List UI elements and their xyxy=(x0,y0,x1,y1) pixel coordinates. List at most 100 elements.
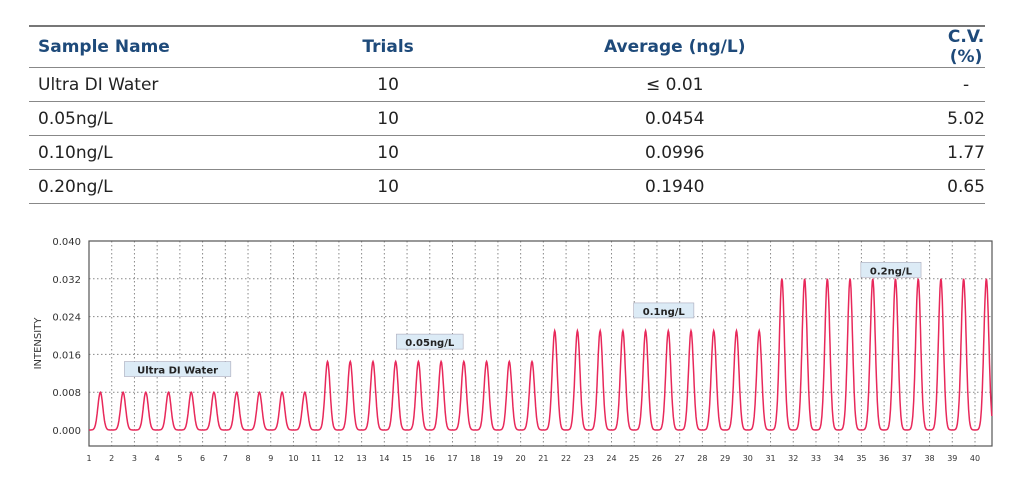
annotation-text: 0.05ng/L xyxy=(405,338,455,349)
x-tick-label: 30 xyxy=(743,454,753,463)
annotation-box xyxy=(633,302,695,319)
x-tick-label: 27 xyxy=(675,454,685,463)
x-tick-label: 15 xyxy=(402,454,412,463)
x-tick-label: 29 xyxy=(720,454,730,463)
x-tick-label: 16 xyxy=(425,454,435,463)
y-tick-label: 0.000 xyxy=(52,426,81,437)
header-trials: Trials xyxy=(323,26,453,68)
x-tick-label: 37 xyxy=(902,454,912,463)
cell-sample-name: 0.10ng/L xyxy=(29,135,324,170)
peak-0-2ng-l xyxy=(770,278,794,431)
x-tick-label: 18 xyxy=(470,454,480,463)
x-tick-label: 25 xyxy=(629,454,639,463)
cell-cv: 1.77 xyxy=(847,135,985,170)
x-tick-label: 33 xyxy=(811,454,821,463)
cell-cv: 5.02 xyxy=(847,101,985,136)
cell-average: 0.0996 xyxy=(452,135,848,170)
cell-cv: 0.65 xyxy=(847,169,985,204)
x-tick-label: 40 xyxy=(970,454,980,463)
peak-ultra-di-water xyxy=(157,390,180,431)
x-tick-label: 8 xyxy=(245,454,250,463)
peak-0-1ng-l xyxy=(702,328,726,431)
x-tick-label: 14 xyxy=(379,454,389,463)
cell-trials: 10 xyxy=(323,135,453,170)
x-tick-label: 17 xyxy=(447,454,457,463)
y-axis-label: INTENSITY xyxy=(33,317,44,370)
x-tick-label: 26 xyxy=(652,454,662,463)
header-average: Average (ng/L) xyxy=(452,26,848,68)
peak-0-05ng-l xyxy=(407,359,430,431)
peak-0-2ng-l xyxy=(838,278,862,431)
peak-0-1ng-l xyxy=(588,328,612,431)
peak-0-1ng-l xyxy=(566,328,589,431)
peak-0-05ng-l xyxy=(452,359,476,431)
peak-0-05ng-l xyxy=(316,359,339,431)
x-tick-label: 28 xyxy=(697,454,707,463)
peak-0-2ng-l xyxy=(861,278,885,431)
x-tick-label: 38 xyxy=(924,454,934,463)
peak-0-1ng-l xyxy=(725,328,748,431)
peak-ultra-di-water xyxy=(89,390,112,431)
peak-ultra-di-water xyxy=(248,390,271,431)
plot-frame xyxy=(88,240,993,447)
peak-ultra-di-water xyxy=(111,390,135,431)
cell-average: 0.0454 xyxy=(452,101,848,136)
x-tick-label: 1 xyxy=(86,454,91,463)
cell-average: 0.1940 xyxy=(452,169,848,204)
x-tick-label: 34 xyxy=(834,454,844,463)
x-tick-label: 39 xyxy=(947,454,957,463)
cell-cv: - xyxy=(847,67,985,102)
results-table: Sample Name Trials Average (ng/L) C.V. (… xyxy=(29,25,985,204)
x-tick-label: 3 xyxy=(132,454,137,463)
table-row: Ultra DI Water 10 ≤ 0.01- xyxy=(29,67,985,102)
peak-0-05ng-l xyxy=(384,359,408,431)
x-tick-label: 21 xyxy=(538,454,548,463)
x-tick-label: 2 xyxy=(109,454,114,463)
cell-trials: 10 xyxy=(323,101,453,136)
annotation-text: Ultra DI Water xyxy=(137,366,218,377)
x-tick-label: 32 xyxy=(788,454,798,463)
y-tick-label: 0.032 xyxy=(52,275,81,286)
x-tick-label: 5 xyxy=(177,454,182,463)
peak-0-2ng-l xyxy=(975,278,993,431)
table-header-row: Sample Name Trials Average (ng/L) C.V. (… xyxy=(29,26,985,68)
annotation-text: 0.2ng/L xyxy=(870,266,913,277)
peak-ultra-di-water xyxy=(202,390,226,431)
y-tick-label: 0.016 xyxy=(52,350,81,361)
table-row: 0.05ng/L 10 0.0454 5.02 xyxy=(29,101,985,136)
x-tick-label: 23 xyxy=(584,454,594,463)
peak-0-2ng-l xyxy=(906,278,930,431)
peak-0-1ng-l xyxy=(747,328,771,431)
x-tick-label: 13 xyxy=(357,454,367,463)
intensity-chart: 1 2 3 4 5 6 7 8 9 10 11 12 13 14 15 16 17 18 19 20 21 22 23 24 2… xyxy=(33,237,993,463)
peak-0-2ng-l xyxy=(816,278,839,431)
y-tick-label: 0.024 xyxy=(52,313,81,324)
annotation-box xyxy=(860,261,922,278)
annotation-label: 0.1ng/L xyxy=(633,302,695,319)
y-tick-label: 0.040 xyxy=(52,237,81,248)
peak-0-05ng-l xyxy=(361,359,385,431)
peak-0-1ng-l xyxy=(679,328,703,431)
cell-average: ≤ 0.01 xyxy=(452,67,848,102)
peak-0-1ng-l xyxy=(611,328,635,431)
cell-sample-name: 0.20ng/L xyxy=(29,169,324,204)
x-tick-label: 6 xyxy=(200,454,205,463)
header-sample-name: Sample Name xyxy=(29,26,324,68)
x-tick-label: 35 xyxy=(856,454,866,463)
annotation-box xyxy=(396,333,464,350)
peak-0-05ng-l xyxy=(475,359,498,431)
x-tick-label: 22 xyxy=(561,454,571,463)
cell-trials: 10 xyxy=(323,169,453,204)
cell-sample-name: 0.05ng/L xyxy=(29,101,324,136)
annotation-box xyxy=(124,361,232,377)
x-tick-label: 12 xyxy=(334,454,344,463)
peak-0-05ng-l xyxy=(520,359,544,431)
cell-sample-name: Ultra DI Water xyxy=(29,67,324,102)
peak-ultra-di-water xyxy=(225,390,248,431)
x-tick-label: 9 xyxy=(268,454,273,463)
peak-ultra-di-water xyxy=(293,390,317,431)
annotation-text: 0.1ng/L xyxy=(643,307,686,318)
annotation-label: 0.05ng/L xyxy=(396,333,464,350)
header-cv: C.V. (%) xyxy=(847,26,985,68)
x-tick-label: 24 xyxy=(606,454,616,463)
